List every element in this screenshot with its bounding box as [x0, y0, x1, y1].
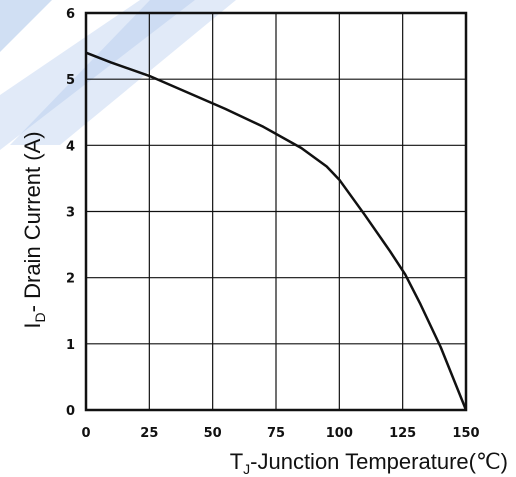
y-tick-label: 2	[66, 272, 75, 287]
y-tick-label: 0	[66, 404, 75, 419]
x-tick-label: 75	[267, 426, 285, 441]
watermark-shape	[0, 0, 195, 150]
plot-frame	[84, 11, 468, 412]
y-tick-label: 6	[66, 7, 75, 22]
x-axis-label: TJ-Junction Temperature(℃)	[230, 449, 508, 477]
x-tick-label: 25	[140, 426, 158, 441]
y-tick-label: 5	[66, 73, 75, 88]
x-tick-label: 150	[452, 426, 479, 441]
x-tick-label: 100	[326, 426, 353, 441]
watermark-shape	[0, 0, 52, 52]
y-tick-label: 4	[66, 139, 75, 154]
x-tick-label: 50	[204, 426, 222, 441]
y-axis-label: ID- Drain Current (A)	[20, 131, 48, 328]
x-tick-labels: 0 25 50 75 100 125 150	[81, 426, 479, 441]
y-tick-labels: 0 1 2 3 4 5 6	[66, 7, 75, 419]
drain-current-line	[85, 51, 468, 411]
y-tick-label: 1	[66, 338, 75, 353]
series-layer	[85, 51, 468, 411]
grid	[85, 12, 467, 411]
y-tick-label: 3	[66, 206, 75, 221]
watermark	[0, 0, 236, 150]
x-tick-label: 0	[81, 426, 90, 441]
x-tick-label: 125	[389, 426, 416, 441]
watermark-shape	[10, 0, 236, 145]
